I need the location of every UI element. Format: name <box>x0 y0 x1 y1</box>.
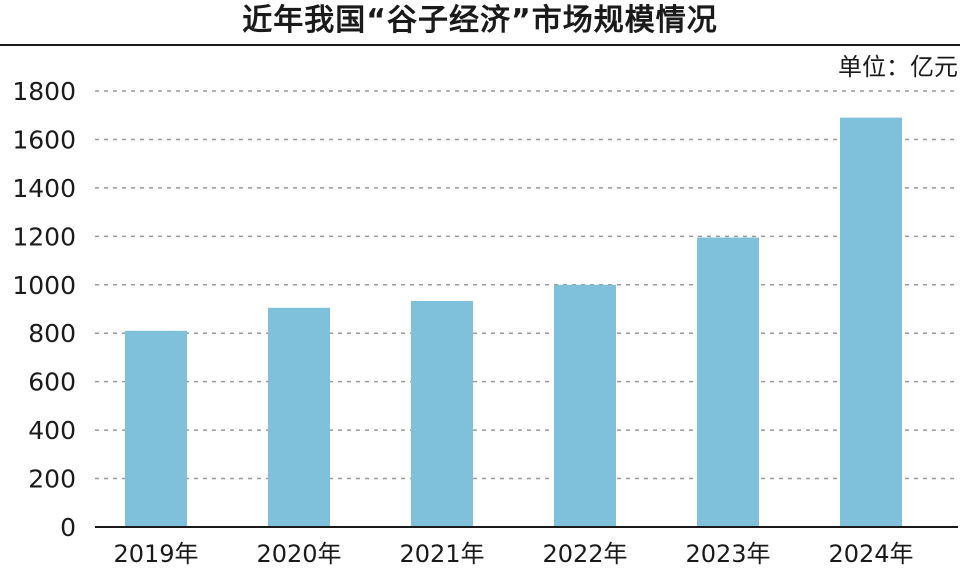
y-tick-label-1800: 1800 <box>12 77 76 106</box>
bar-2020年 <box>268 307 330 527</box>
y-tick-label-1000: 1000 <box>12 271 76 300</box>
y-tick-label-200: 200 <box>28 465 76 494</box>
bar-2023年 <box>697 237 759 528</box>
bar-2024年 <box>840 117 902 528</box>
bar-2019年 <box>125 330 187 527</box>
x-axis-ticks: 2019年 2020年 2021年 2022年 2023年 2024年 <box>113 540 913 568</box>
x-tick-label-2022年: 2022年 <box>542 540 627 568</box>
x-tick-label-2019年: 2019年 <box>113 540 198 568</box>
x-tick-label-2024年: 2024年 <box>828 540 913 568</box>
x-tick-label-2023年: 2023年 <box>685 540 770 568</box>
gridlines <box>95 90 958 480</box>
bar-2022年 <box>554 284 616 527</box>
y-axis-ticks: 0 200 400 600 800 1000 1200 1400 1600 1800 <box>12 77 76 542</box>
unit-label: 单位：亿元 <box>838 53 958 81</box>
y-tick-label-800: 800 <box>28 319 76 348</box>
y-tick-label-400: 400 <box>28 416 76 445</box>
y-tick-label-1200: 1200 <box>12 222 76 251</box>
x-tick-label-2021年: 2021年 <box>399 540 484 568</box>
title-divider <box>0 44 960 46</box>
x-tick-label-2020年: 2020年 <box>256 540 341 568</box>
y-tick-label-1600: 1600 <box>12 125 76 154</box>
chart-title: 近年我国“谷子经济”市场规模情况 <box>242 3 718 38</box>
y-tick-label-600: 600 <box>28 368 76 397</box>
bar-2021年 <box>411 301 473 527</box>
y-tick-label-0: 0 <box>60 513 76 542</box>
bars <box>125 117 902 528</box>
y-tick-label-1400: 1400 <box>12 174 76 203</box>
